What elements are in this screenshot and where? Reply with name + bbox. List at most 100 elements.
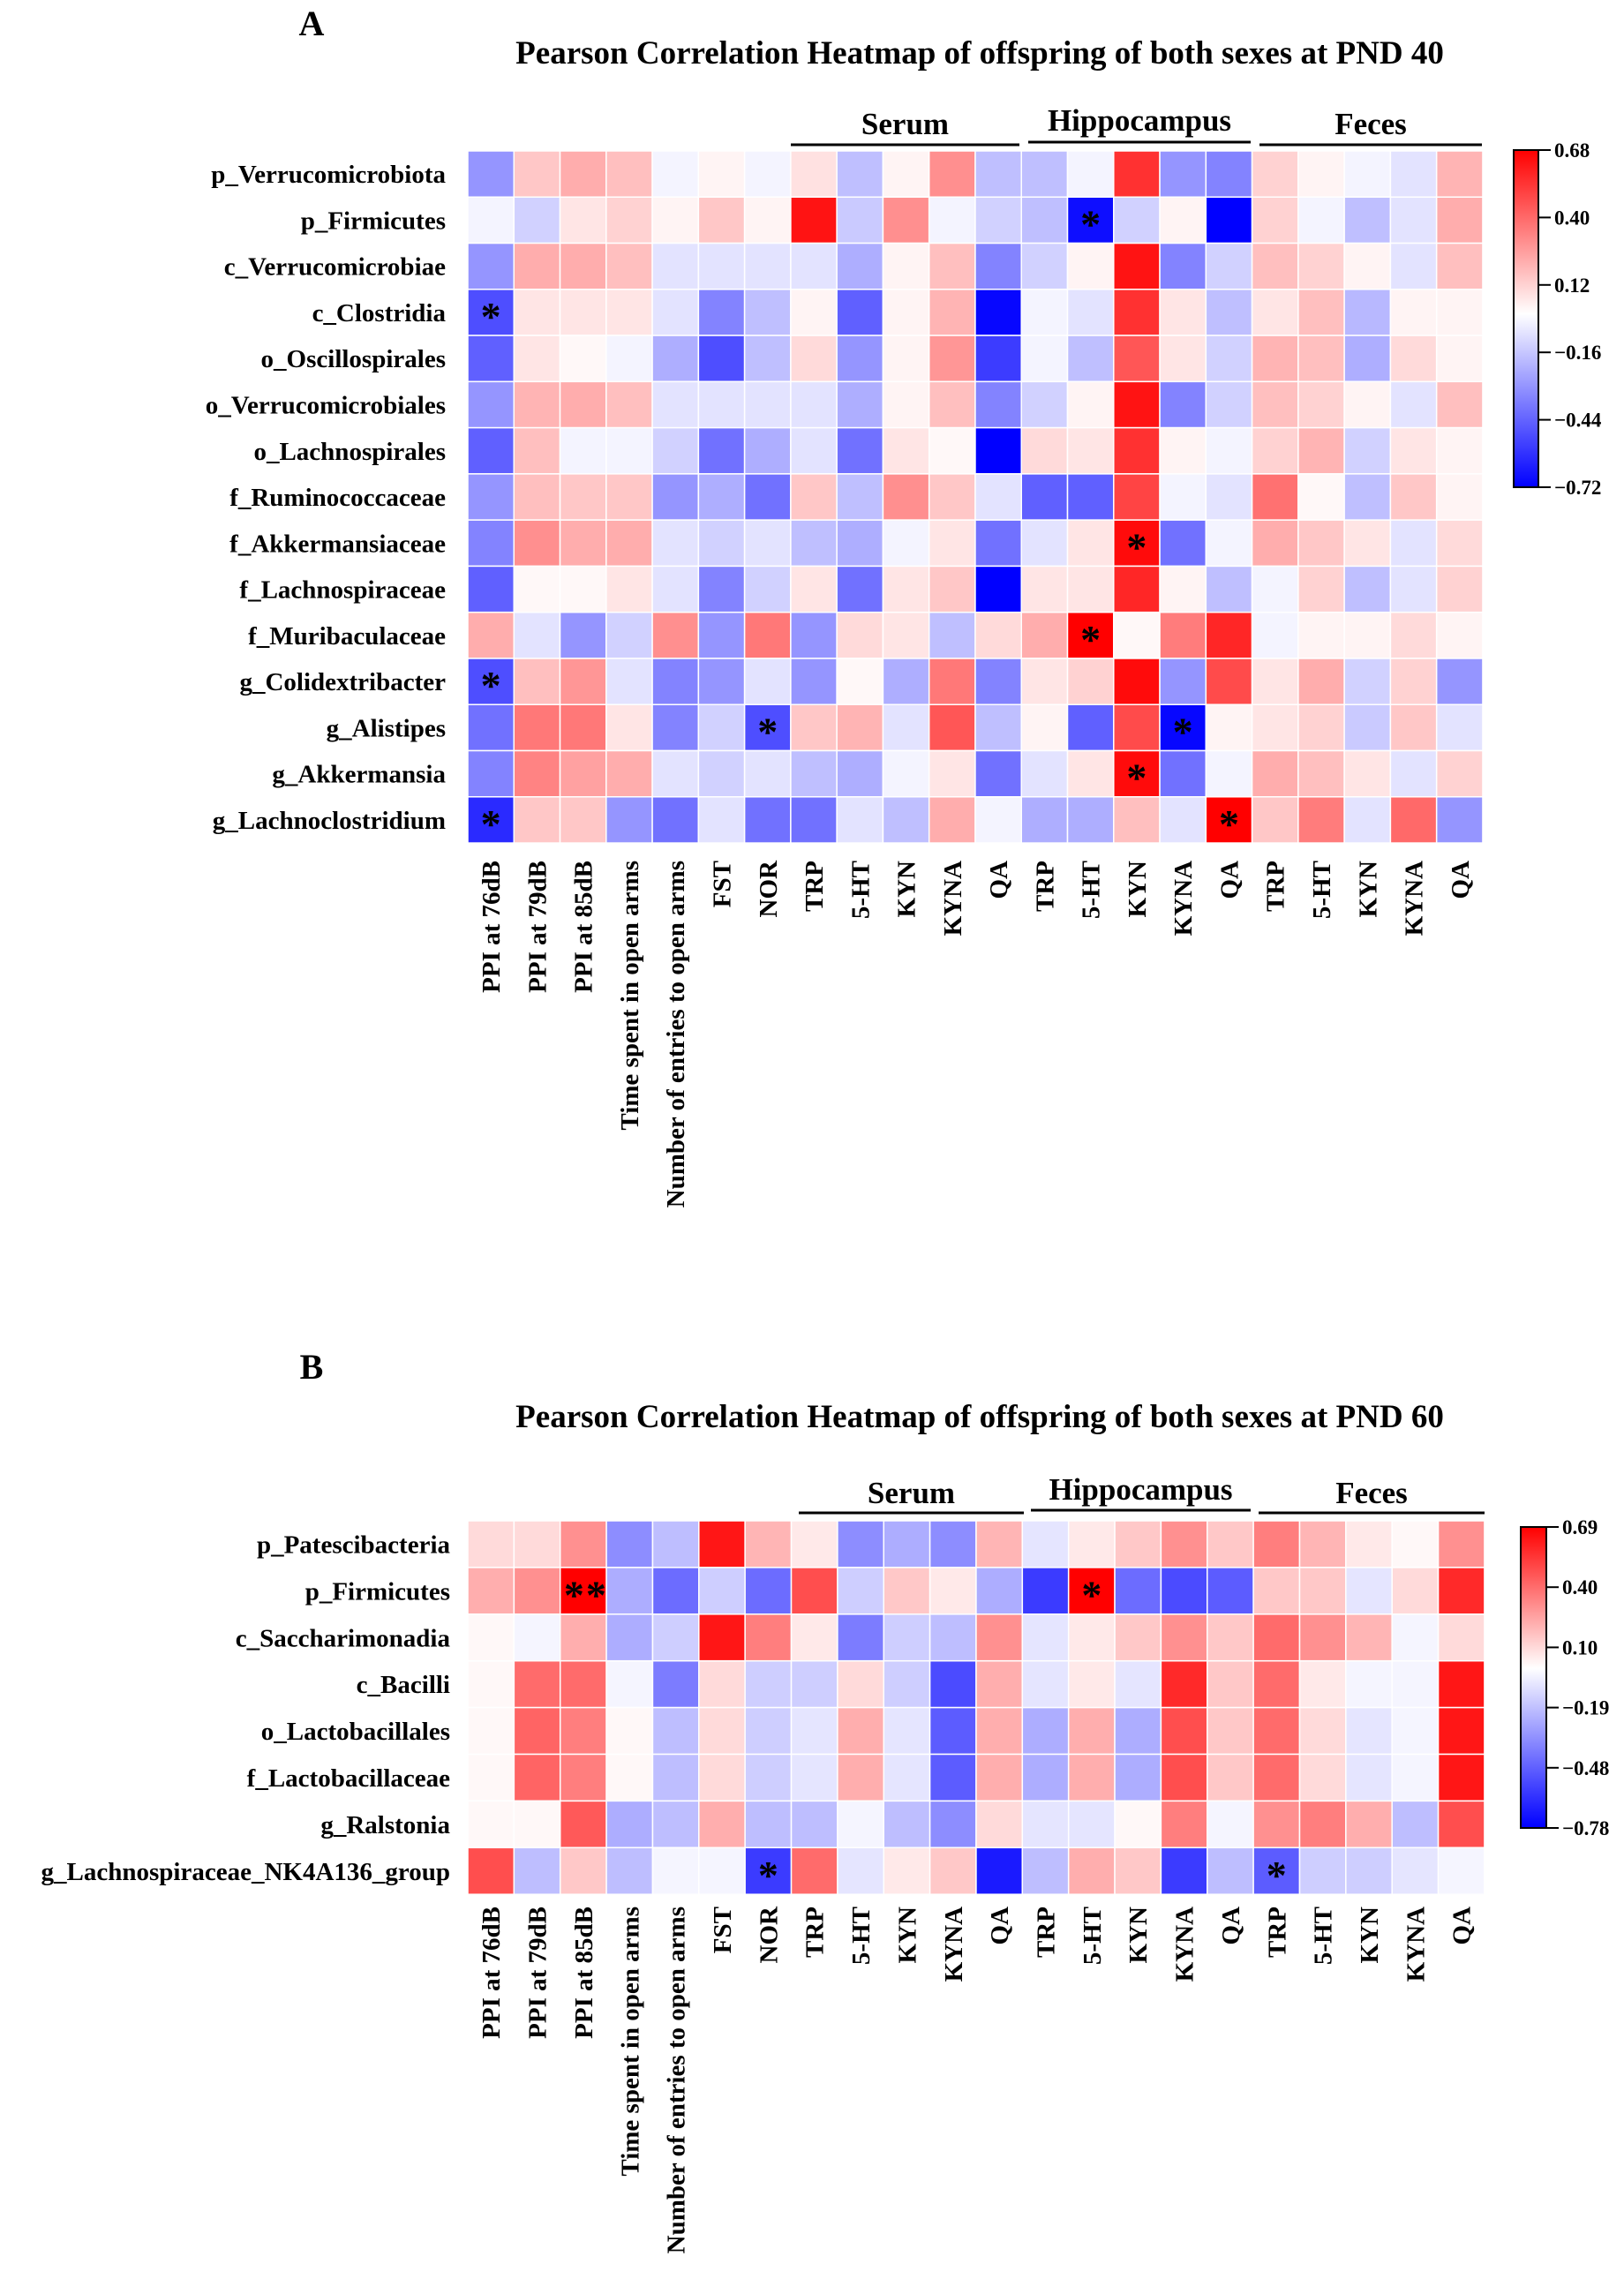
heatmap-cell (1345, 1659, 1393, 1709)
heatmap-cell (837, 1659, 884, 1709)
heatmap-cell (1020, 703, 1069, 752)
heatmap-cell (836, 426, 884, 475)
row-label: p_Verrucomicrobiota (211, 161, 446, 189)
heatmap-cell (975, 1800, 1024, 1849)
column-label: PPI at 79dB (524, 1907, 553, 2039)
heatmap-cell (1205, 150, 1253, 199)
significance-marker: * (481, 294, 501, 339)
heatmap-cell (1020, 519, 1069, 568)
heatmap-cell (698, 1800, 746, 1849)
column-label: KYN (893, 1907, 921, 1964)
heatmap-cell (605, 196, 653, 244)
heatmap-cell (882, 658, 930, 705)
heatmap-cell (1251, 335, 1299, 383)
heatmap-cell (1389, 335, 1438, 383)
heatmap-cell (605, 519, 653, 568)
heatmap-cell (698, 1706, 746, 1756)
heatmap-cell (467, 1567, 515, 1615)
heatmap-cell (651, 1613, 700, 1662)
significance-marker: * (758, 1853, 778, 1898)
heatmap-cell (1389, 658, 1438, 705)
heatmap-cell (1160, 1753, 1208, 1802)
heatmap-cell (1343, 196, 1392, 244)
heatmap-cell (836, 749, 884, 798)
heatmap-cell (1114, 1659, 1162, 1709)
heatmap-cell (975, 1520, 1024, 1568)
heatmap-cell (790, 565, 838, 613)
significance-marker: ** (564, 1572, 608, 1617)
heatmap-cell (974, 565, 1022, 613)
row-label: o_Verrucomicrobiales (206, 391, 446, 419)
heatmap-cell (1391, 1567, 1440, 1615)
heatmap-cell (513, 196, 561, 244)
heatmap-cell (1020, 749, 1069, 798)
heatmap-cell (974, 658, 1022, 705)
heatmap-cell (1345, 1753, 1393, 1802)
heatmap-cell (1113, 611, 1161, 659)
heatmap-cell (1066, 519, 1115, 568)
heatmap-cell (1021, 1800, 1070, 1849)
heatmap-cell (1205, 289, 1253, 336)
heatmap-cell (559, 611, 607, 659)
heatmap-cell (1066, 703, 1115, 752)
heatmap-cell (559, 1800, 607, 1849)
column-label: 5-HT (846, 861, 875, 919)
heatmap-cell (513, 1753, 561, 1802)
heatmap-cell (1297, 519, 1345, 568)
heatmap-cell (651, 1520, 700, 1568)
heatmap-cell (974, 242, 1022, 290)
heatmap-cell (1298, 1753, 1347, 1802)
heatmap-cell (1067, 1659, 1116, 1709)
colorbar-tick-label: 0.68 (1554, 139, 1590, 162)
heatmap-cell (790, 1613, 838, 1662)
heatmap-cell (1160, 1706, 1208, 1756)
significance-marker: * (1267, 1853, 1287, 1898)
heatmap-cell (651, 611, 700, 659)
heatmap-cell (1345, 1520, 1393, 1568)
heatmap-cell (1252, 1846, 1301, 1895)
heatmap-cell (1297, 749, 1345, 798)
heatmap-cell (1114, 1567, 1162, 1615)
heatmap-cell (1298, 1846, 1347, 1895)
heatmap-cell (1345, 1706, 1393, 1756)
heatmap-cell (1066, 796, 1115, 844)
column-label: Time spent in open arms (616, 1907, 644, 2177)
heatmap-cell (1343, 150, 1392, 199)
heatmap-cell (1343, 519, 1392, 568)
heatmap-cell (698, 1846, 746, 1895)
heatmap-cell (605, 1846, 654, 1895)
heatmap-cell (1389, 242, 1438, 290)
heatmap-cell (1251, 196, 1299, 244)
column-label: QA (1447, 861, 1475, 899)
row-label: f_Lactobacillaceae (247, 1764, 450, 1793)
heatmap-cell (1251, 611, 1299, 659)
heatmap-cell (882, 196, 930, 244)
heatmap-cell (928, 796, 976, 844)
heatmap-cell (697, 519, 746, 568)
heatmap-cell (1389, 749, 1438, 798)
heatmap-cell (513, 1567, 561, 1615)
heatmap-cell (743, 380, 792, 429)
heatmap-cell (790, 196, 838, 244)
heatmap-cell (1207, 1846, 1254, 1895)
heatmap-cell (513, 473, 561, 521)
heatmap-cell (1252, 1706, 1301, 1756)
heatmap-cell (1066, 473, 1115, 521)
group-label: Feces (1335, 1476, 1408, 1510)
heatmap-cell (1345, 1846, 1393, 1895)
heatmap-cell (929, 1800, 977, 1849)
heatmap-cell (836, 242, 884, 290)
significance-marker: * (757, 709, 778, 754)
heatmap-cell (928, 565, 976, 613)
heatmap-cell (698, 1613, 746, 1662)
heatmap-cell (1435, 196, 1484, 244)
heatmap-cell (790, 796, 838, 844)
heatmap-cell (513, 1846, 561, 1895)
column-label: Number of entries to open arms (662, 861, 690, 1207)
heatmap-cell (928, 473, 976, 521)
heatmap-cell (1066, 289, 1115, 336)
heatmap-cell (790, 1659, 838, 1709)
heatmap-cell (467, 1520, 515, 1568)
heatmap-cell (1435, 658, 1484, 705)
heatmap-cell (467, 1753, 515, 1802)
